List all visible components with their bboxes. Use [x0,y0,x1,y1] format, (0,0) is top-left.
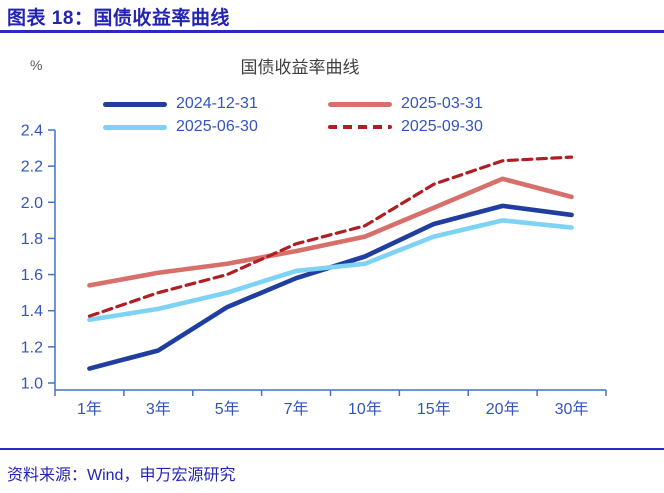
series-line-2024-12-31 [87,203,574,371]
y-tick-label: 2.2 [21,159,43,176]
legend-item: 2025-09-30 [328,118,553,136]
legend-item: 2024-12-31 [103,95,328,113]
y-tick-label: 1.6 [21,267,43,284]
y-tick-label: 1.8 [21,231,43,248]
series-line-2025-03-31 [87,176,574,288]
x-tick-label: 5年 [215,400,240,418]
legend-swatch-solid-line [103,124,167,130]
plot-area: 1.0 1.2 1.4 1.6 1.8 2.0 2.2 2.4 1年 3年 5年 7年 10年 15年 20… [0,115,650,425]
header-divider [0,30,664,33]
footer-divider [0,448,664,450]
y-tick-label: 1.4 [21,303,43,320]
x-tick-label: 10年 [348,400,382,418]
y-tick-label: 1.0 [21,376,43,393]
legend-swatch-solid-line [328,101,392,107]
legend-swatch-solid-line [103,101,167,107]
x-tick-label: 20年 [486,400,520,418]
legend-swatch-dashed-line [328,125,392,129]
series-line-2025-09-30 [87,155,574,318]
y-axis-unit-label: % [30,57,43,73]
chart-legend: 2024-12-31 2025-03-31 2025-06-30 2025-09-30 [103,95,553,136]
x-tick-label: 30年 [555,400,589,418]
y-tick-label: 2.0 [21,195,43,212]
legend-item: 2025-06-30 [103,118,328,136]
page-title: 图表 18：国债收益率曲线 [7,8,230,29]
source-note: 资料来源：Wind，申万宏源研究 [7,467,236,484]
x-tick-label: 15年 [417,400,451,418]
y-tick-label: 2.4 [21,123,43,140]
yield-curve-plot: 1.0 1.2 1.4 1.6 1.8 2.0 2.2 2.4 1年 3年 5年 7年 10年 15年 20… [21,123,607,418]
legend-label: 2024-12-31 [176,95,258,112]
legend-label: 2025-09-30 [401,118,483,135]
x-tick-label: 7年 [284,400,309,418]
series-line-2025-06-30 [87,218,574,323]
legend-label: 2025-06-30 [176,118,258,135]
x-tick-label: 3年 [146,400,171,418]
legend-item: 2025-03-31 [328,95,553,113]
legend-label: 2025-03-31 [401,95,483,112]
chart-title: 国债收益率曲线 [240,58,360,77]
y-tick-label: 1.2 [21,339,43,356]
x-tick-label: 1年 [77,400,102,418]
